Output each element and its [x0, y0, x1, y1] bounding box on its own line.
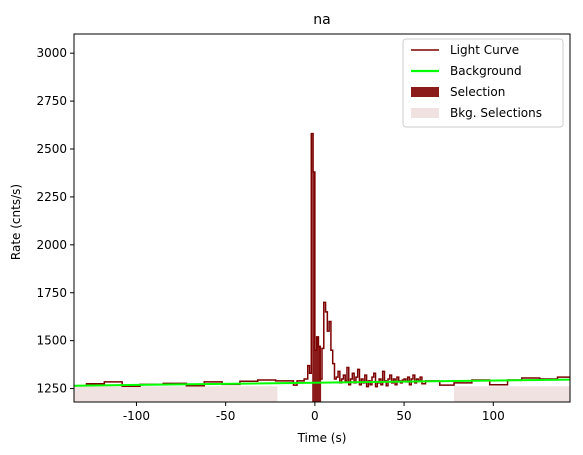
light-curve-series	[74, 132, 570, 388]
axes-frame	[73, 33, 571, 403]
chart-title: na	[313, 12, 330, 28]
light-curve-line	[74, 132, 570, 388]
y-tick-label: 2250	[36, 190, 67, 204]
y-axis-ticks: 1250 1500 1750 2000 2250 2500 2750 3000	[36, 46, 74, 396]
y-tick-label: 1750	[36, 286, 67, 300]
legend-label-1: Background	[450, 64, 522, 78]
x-axis-label: Time (s)	[297, 431, 347, 445]
x-tick-label: -50	[216, 409, 236, 423]
legend-label-3: Bkg. Selections	[450, 106, 542, 120]
legend: Light Curve Background Selection Bkg. Selec…	[402, 38, 564, 128]
x-tick-label: 0	[311, 409, 319, 423]
x-tick-label: -100	[123, 409, 150, 423]
x-tick-label: 100	[482, 409, 505, 423]
y-tick-label: 3000	[36, 46, 67, 60]
y-tick-label: 2000	[36, 238, 67, 252]
background-line	[73, 378, 571, 387]
bkg-selection-0	[74, 386, 278, 402]
legend-label-0: Light Curve	[450, 43, 519, 57]
y-tick-label: 2750	[36, 94, 67, 108]
bkg-selection-regions	[74, 386, 570, 402]
y-tick-label: 1500	[36, 334, 67, 348]
x-tick-label: 50	[396, 409, 411, 423]
bkg-selection-1	[454, 386, 570, 402]
y-tick-label: 1250	[36, 382, 67, 396]
background-series	[73, 378, 571, 387]
legend-label-2: Selection	[450, 85, 505, 99]
legend-swatch-3	[411, 108, 439, 118]
y-axis-label: Rate (cnts/s)	[9, 184, 23, 260]
x-axis-ticks: -100 -50 0 50 100	[123, 402, 505, 423]
y-tick-label: 2500	[36, 142, 67, 156]
legend-box	[402, 38, 564, 128]
legend-swatch-2	[411, 87, 439, 97]
